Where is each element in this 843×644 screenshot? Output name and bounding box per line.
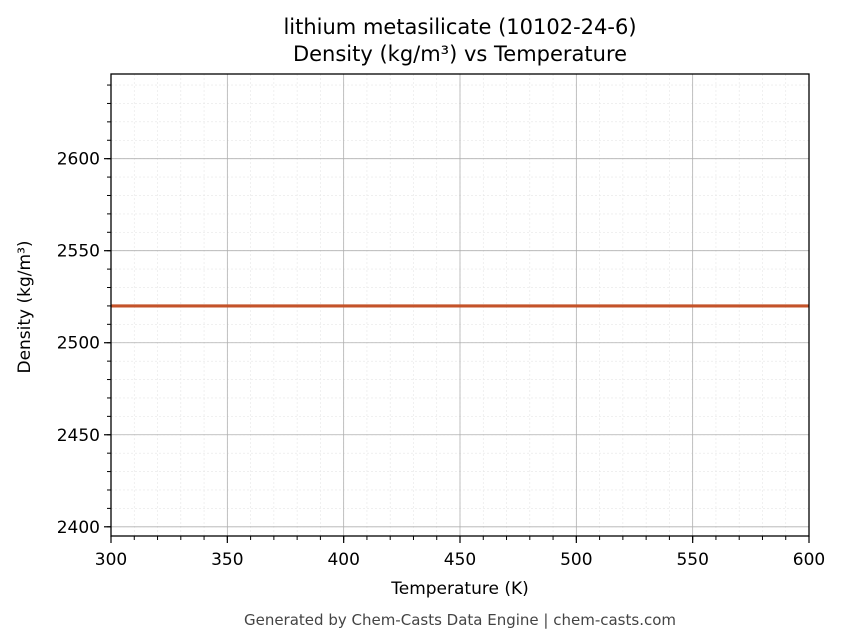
y-tick-label: 2400 [57, 518, 100, 538]
x-tick-label: 300 [95, 550, 127, 570]
y-tick-label: 2500 [57, 334, 100, 354]
x-tick-label: 400 [327, 550, 359, 570]
y-axis-label: Density (kg/m³) [15, 240, 35, 373]
footer-credit: Generated by Chem-Casts Data Engine | ch… [244, 611, 676, 629]
y-tick-label: 2550 [57, 242, 100, 262]
x-axis-label: Temperature (K) [390, 579, 529, 599]
x-tick-label: 600 [793, 550, 825, 570]
y-axis-ticks: 2400 2450 2500 2550 2600 [57, 84, 111, 538]
y-tick-label: 2450 [57, 426, 100, 446]
y-tick-label: 2600 [57, 150, 100, 170]
x-tick-label: 450 [444, 550, 476, 570]
x-tick-label: 500 [560, 550, 592, 570]
chart-subtitle: Density (kg/m³) vs Temperature [293, 42, 627, 66]
chart-title: lithium metasilicate (10102-24-6) [283, 15, 636, 39]
x-tick-label: 350 [211, 550, 243, 570]
x-tick-label: 550 [676, 550, 708, 570]
x-axis-ticks: 300 350 400 450 500 550 600 [95, 536, 825, 570]
